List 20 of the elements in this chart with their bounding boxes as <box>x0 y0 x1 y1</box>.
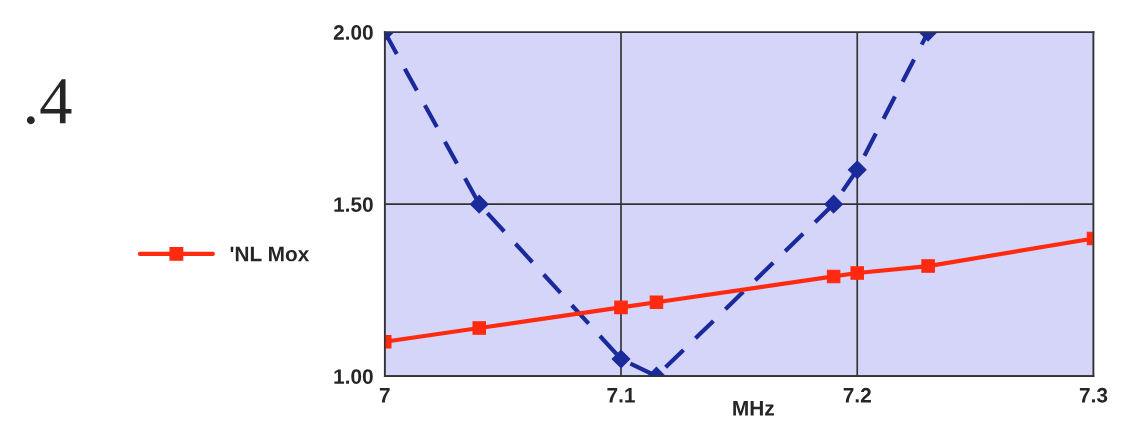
text: .4 <box>26 79 72 125</box>
y-tick-label: 2.00 <box>333 25 373 40</box>
x-axis-title: MHz <box>733 401 774 416</box>
x-tick-label: 7.2 <box>843 387 871 403</box>
legend-label: 'NL Mox <box>230 246 310 262</box>
point <box>472 321 487 335</box>
point <box>614 300 628 315</box>
point <box>611 349 631 369</box>
x-tick-label: 7 <box>379 388 390 403</box>
y-tick-label: 1.50 <box>334 197 373 212</box>
point <box>826 269 841 284</box>
point <box>921 259 935 273</box>
x-tick-label: 7.3 <box>1079 387 1108 403</box>
x-tick-label: 7.1 <box>607 388 635 403</box>
point <box>649 295 664 309</box>
point <box>847 160 867 180</box>
point <box>850 266 865 280</box>
point <box>824 194 843 214</box>
point <box>469 194 489 214</box>
y-tick-label: 1.00 <box>334 369 373 384</box>
